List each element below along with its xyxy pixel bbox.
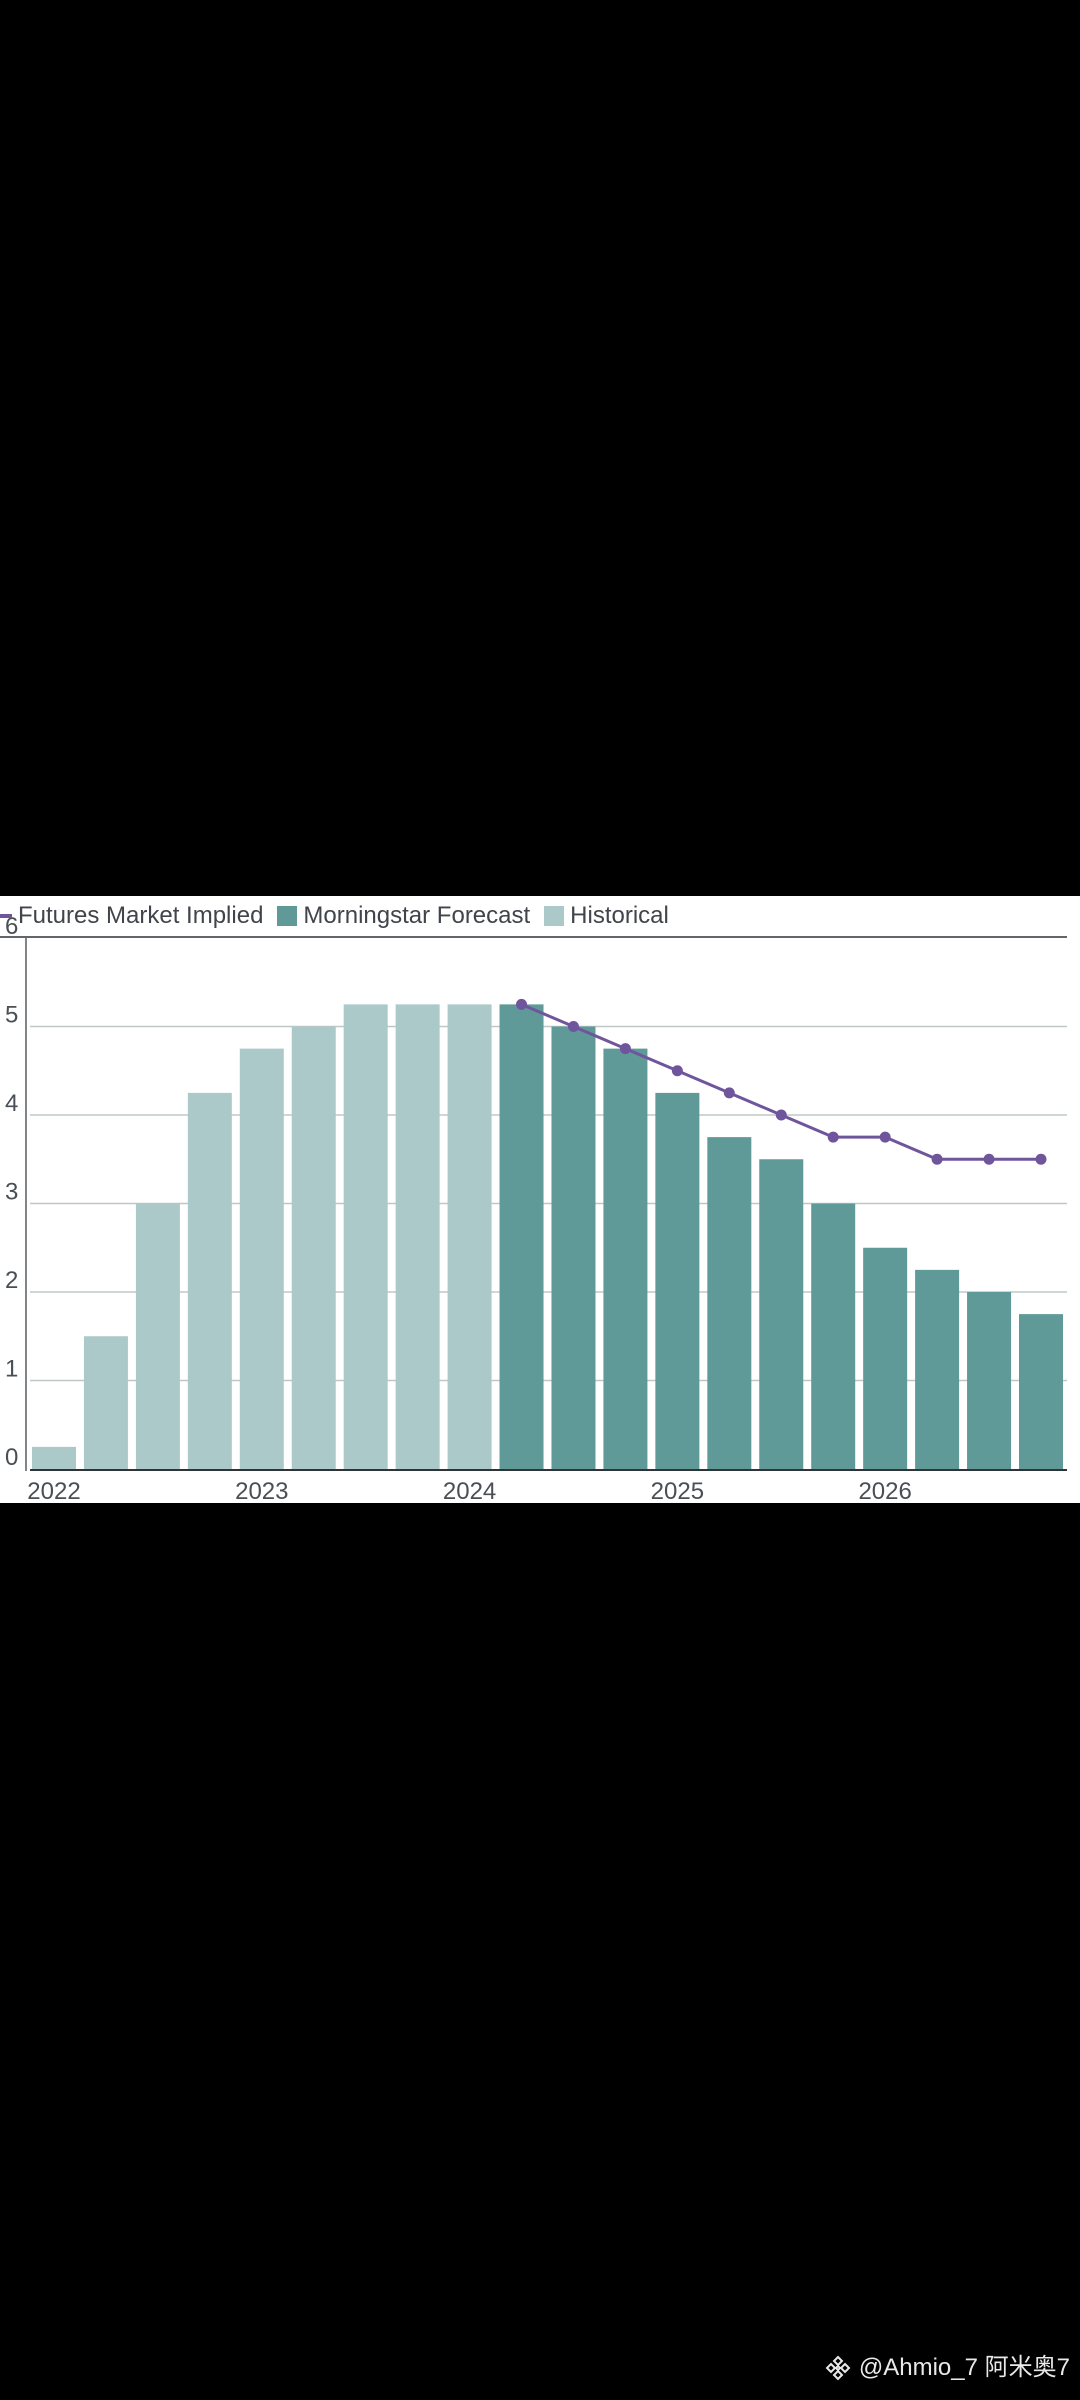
futures-point-14 [775, 1109, 787, 1121]
futures-point-19 [1035, 1153, 1047, 1165]
binance-logo-icon [825, 2355, 851, 2381]
futures-point-15 [827, 1131, 839, 1143]
x-tick-label-2024: 2024 [443, 1478, 496, 1503]
forecast-bar-11 [603, 1048, 648, 1469]
forecast-bar-16 [863, 1247, 908, 1469]
forecast-bar-13 [707, 1137, 752, 1469]
y-tick-label-2: 2 [5, 1267, 18, 1294]
futures-line-swatch [0, 914, 12, 918]
futures-line [520, 1002, 1043, 1161]
chart-panel: 0 1 2 3 4 5 6 2022 2023 2024 2025 2026 Futures Mark… [0, 896, 1080, 1503]
y-tick-label-0: 0 [5, 1444, 18, 1471]
legend-label-futures: Futures Market Implied [18, 902, 264, 929]
y-tick-label-6: 6 [5, 913, 18, 940]
legend-label-historical: Historical [570, 902, 669, 929]
y-tick-label-3: 3 [5, 1179, 18, 1206]
futures-point-16 [879, 1131, 891, 1143]
historical-bar-7 [395, 1004, 440, 1469]
watermark: @Ahmio_7 阿米奥7 [825, 2348, 1070, 2388]
watermark-text: @Ahmio_7 阿米奥7 [858, 2354, 1070, 2381]
forecast-bar-18 [967, 1292, 1012, 1469]
x-tick-label-2025: 2025 [651, 1478, 704, 1503]
x-tick-label-2026: 2026 [858, 1478, 911, 1503]
futures-point-9 [516, 998, 528, 1010]
forecast-bar-12 [655, 1092, 700, 1469]
forecast-swatch [277, 906, 298, 926]
historical-bar-2 [135, 1203, 180, 1469]
historical-bar-5 [291, 1026, 336, 1469]
legend-item-futures: Futures Market Implied [0, 896, 263, 936]
futures-point-10 [567, 1021, 579, 1032]
x-tick-label-2022: 2022 [27, 1478, 80, 1503]
futures-point-18 [983, 1153, 995, 1165]
futures-point-11 [619, 1043, 631, 1055]
forecast-bar-14 [759, 1159, 804, 1469]
futures-point-12 [671, 1065, 683, 1077]
historical-bar-4 [239, 1048, 284, 1469]
historical-bar-0 [32, 1446, 76, 1469]
historical-bar-1 [83, 1336, 128, 1469]
forecast-bar-9 [499, 1004, 544, 1469]
legend-item-historical: Historical [544, 896, 669, 936]
y-tick-label-5: 5 [5, 1002, 18, 1029]
legend-label-forecast: Morningstar Forecast [303, 902, 531, 929]
historical-bar-3 [187, 1092, 232, 1469]
historical-swatch [544, 906, 565, 926]
chart-legend: Futures Market Implied Morningstar Forec… [0, 896, 669, 936]
forecast-bar-17 [915, 1269, 960, 1469]
y-tick-label-4: 4 [5, 1090, 18, 1117]
y-tick-label-1: 1 [5, 1356, 18, 1383]
historical-bar-8 [447, 1004, 492, 1469]
x-tick-label-2023: 2023 [235, 1478, 288, 1503]
forecast-bar-19 [1019, 1314, 1063, 1469]
futures-point-13 [723, 1087, 735, 1099]
forecast-bar-15 [811, 1203, 856, 1469]
historical-bar-6 [343, 1004, 388, 1469]
forecast-bar-10 [551, 1026, 596, 1469]
chart-plot: 0 1 2 3 4 5 6 2022 2023 2024 2025 2026 [0, 913, 1067, 1503]
futures-point-17 [931, 1153, 943, 1165]
legend-item-forecast: Morningstar Forecast [277, 896, 530, 936]
